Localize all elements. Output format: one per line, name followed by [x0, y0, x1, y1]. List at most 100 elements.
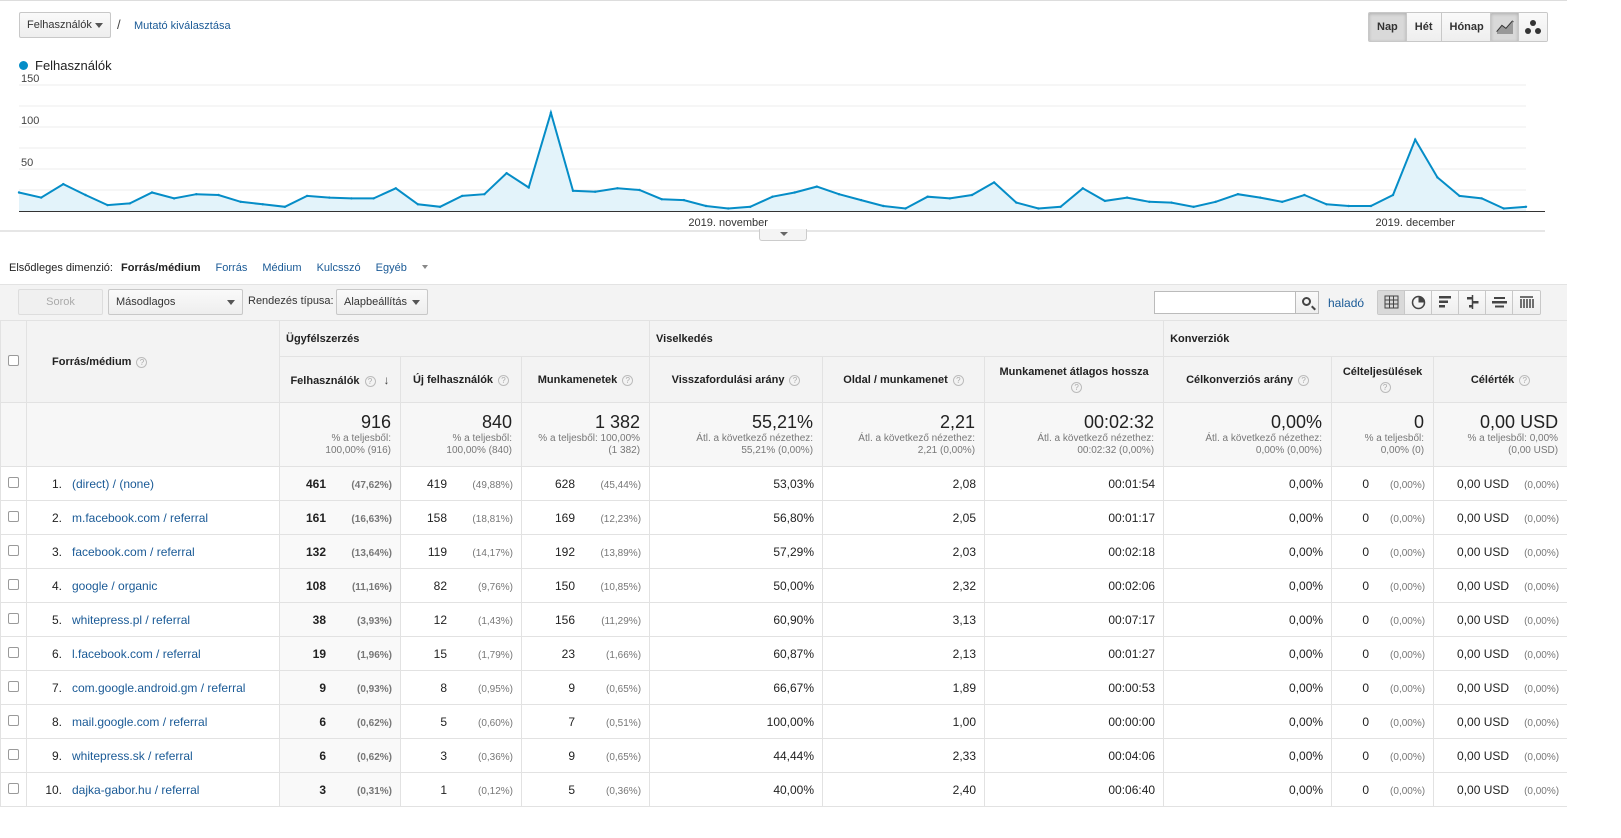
help-icon[interactable]: ?: [1379, 382, 1391, 393]
col-users[interactable]: Felhasználók? ↓: [279, 356, 401, 403]
row-bounce-rate: 100,00%: [649, 704, 824, 739]
row-source-link[interactable]: l.facebook.com / referral: [72, 646, 201, 661]
row-checkbox[interactable]: [8, 578, 19, 590]
secondary-dimension-dropdown[interactable]: Másodlagos dimenzió: [108, 289, 243, 332]
col-avg-session-duration[interactable]: Munkamenet átlagos hossza?: [984, 356, 1165, 403]
row-new-users-value: 158: [426, 510, 447, 525]
data-point: [727, 207, 730, 210]
total-sub: 55,21% (0,00%): [741, 445, 814, 456]
page-scrollbar[interactable]: [1567, 0, 1621, 838]
help-icon[interactable]: ?: [789, 374, 801, 386]
row-users-pct: (13,64%): [351, 547, 392, 559]
row-users-value: 132: [305, 544, 326, 559]
col-pages-per-session[interactable]: Oldal / munkamenet?: [822, 356, 986, 403]
pivot-view-button[interactable]: [1513, 291, 1540, 314]
plot-rows-button[interactable]: Sorok ábrázolása: [18, 289, 103, 332]
metric-dropdown[interactable]: Felhasználók: [19, 12, 111, 38]
help-icon[interactable]: ?: [1298, 374, 1310, 386]
performance-view-button[interactable]: [1432, 291, 1459, 314]
data-point: [638, 188, 641, 192]
row-source-link[interactable]: google / organic: [72, 578, 158, 593]
row-checkbox[interactable]: [8, 510, 19, 522]
col-sessions[interactable]: Munkamenetek?: [520, 356, 651, 403]
col-sessions-label: Munkamenetek: [537, 373, 618, 386]
row-checkbox[interactable]: [8, 544, 19, 556]
data-point: [483, 193, 486, 196]
col-new-users[interactable]: Új felhasználók?: [400, 356, 522, 403]
col-goal-value[interactable]: Célérték?: [1433, 356, 1569, 403]
row-source-link[interactable]: (direct) / (none): [72, 476, 155, 491]
row-sessions-pct: (0,65%): [606, 751, 642, 763]
row-source-link[interactable]: whitepress.pl / referral: [72, 612, 191, 627]
line-chart-button[interactable]: [1491, 13, 1519, 41]
row-checkbox[interactable]: [8, 476, 19, 488]
row-checkbox[interactable]: [8, 748, 19, 760]
row-source-cell: 7. com.google.android.gm / referral: [26, 670, 280, 705]
search-button[interactable]: [1295, 291, 1319, 314]
row-checkbox[interactable]: [8, 646, 19, 658]
help-icon[interactable]: ?: [952, 374, 964, 386]
row-source-link[interactable]: whitepress.sk / referral: [72, 748, 193, 763]
col-goal-completions[interactable]: Célteljesülések?: [1331, 356, 1435, 403]
dimension-option-other[interactable]: Egyéb: [376, 262, 440, 274]
data-point: [1037, 207, 1040, 210]
users-over-time-chart[interactable]: 150 100 50 2019. november 2019. december: [0, 72, 1545, 232]
row-checkbox[interactable]: [8, 680, 19, 692]
row-goals-pct: (0,00%): [1390, 547, 1426, 559]
dimension-column-label: Forrás/médium: [52, 355, 132, 368]
help-icon[interactable]: ?: [1519, 374, 1531, 386]
row-checkbox[interactable]: [8, 782, 19, 794]
row-users-value: 6: [319, 748, 326, 763]
table-search-input[interactable]: [1154, 291, 1296, 314]
col-bounce-rate[interactable]: Visszafordulási arány?: [649, 356, 824, 403]
term-cloud-button[interactable]: [1486, 291, 1513, 314]
comparison-view-button[interactable]: [1459, 291, 1486, 314]
row-checkbox[interactable]: [8, 714, 19, 726]
row-pages-per-session: 2,33: [822, 738, 986, 773]
row-source-cell: 5. whitepress.pl / referral: [26, 602, 280, 637]
row-source-link[interactable]: mail.google.com / referral: [72, 714, 208, 729]
report-table: Forrás/médium? Ügyfélszerzés Viselkedés …: [0, 320, 1569, 807]
dimension-option-medium[interactable]: Médium: [262, 262, 302, 274]
row-source-link[interactable]: m.facebook.com / referral: [72, 510, 209, 525]
chart-collapse-toggle[interactable]: [759, 229, 807, 241]
pick-metric-link[interactable]: Mutató kiválasztása: [134, 20, 231, 32]
period-week-button[interactable]: Hét: [1406, 13, 1442, 41]
row-pages-per-session: 3,13: [822, 602, 986, 637]
help-icon[interactable]: ?: [622, 374, 634, 386]
dimension-option-source[interactable]: Forrás: [215, 262, 248, 274]
dimension-column-header[interactable]: Forrás/médium?: [26, 320, 280, 403]
row-avg-duration: 00:07:17: [984, 602, 1165, 637]
period-month-button[interactable]: Hónap: [1441, 13, 1492, 41]
row-users-value: 3: [319, 782, 326, 797]
period-day-button[interactable]: Nap: [1369, 13, 1407, 41]
dimension-option-keyword[interactable]: Kulcsszó: [316, 262, 361, 274]
sort-type-dropdown[interactable]: Alapbeállítás: [336, 289, 428, 315]
row-goal-value-amount: 0,00 USD: [1457, 476, 1510, 491]
motion-chart-button[interactable]: [1519, 13, 1547, 41]
help-icon[interactable]: ?: [498, 374, 510, 386]
row-new-users-pct: (0,60%): [477, 717, 513, 729]
table-view-button[interactable]: [1378, 291, 1405, 314]
row-checkbox[interactable]: [8, 612, 19, 624]
row-rank: 9.: [51, 748, 62, 763]
row-source-link[interactable]: facebook.com / referral: [72, 544, 195, 559]
group-conversions: Konverziók: [1163, 320, 1569, 357]
data-point: [461, 194, 464, 198]
row-source-link[interactable]: dajka-gabor.hu / referral: [72, 782, 200, 797]
row-sessions-pct: (0,36%): [606, 785, 642, 797]
row-source-link[interactable]: com.google.android.gm / referral: [72, 680, 246, 695]
pie-view-button[interactable]: [1405, 291, 1432, 314]
select-all-checkbox[interactable]: [8, 354, 19, 366]
row-sessions: 9 (0,65%): [520, 738, 651, 773]
help-icon[interactable]: ?: [364, 375, 376, 387]
totals-row: 916% a teljesből: 100,00% (916) 840% a te…: [0, 402, 1569, 467]
total-value: 840: [481, 412, 512, 432]
col-goal-conversion-rate[interactable]: Célkonverziós arány?: [1163, 356, 1333, 403]
help-icon[interactable]: ?: [1071, 382, 1083, 393]
advanced-filter-link[interactable]: haladó: [1328, 296, 1365, 310]
help-icon[interactable]: ?: [136, 356, 148, 368]
row-goal-value-pct: (0,00%): [1524, 683, 1560, 695]
row-sessions: 7 (0,51%): [520, 704, 651, 739]
row-source-cell: 10. dajka-gabor.hu / referral: [26, 772, 280, 807]
